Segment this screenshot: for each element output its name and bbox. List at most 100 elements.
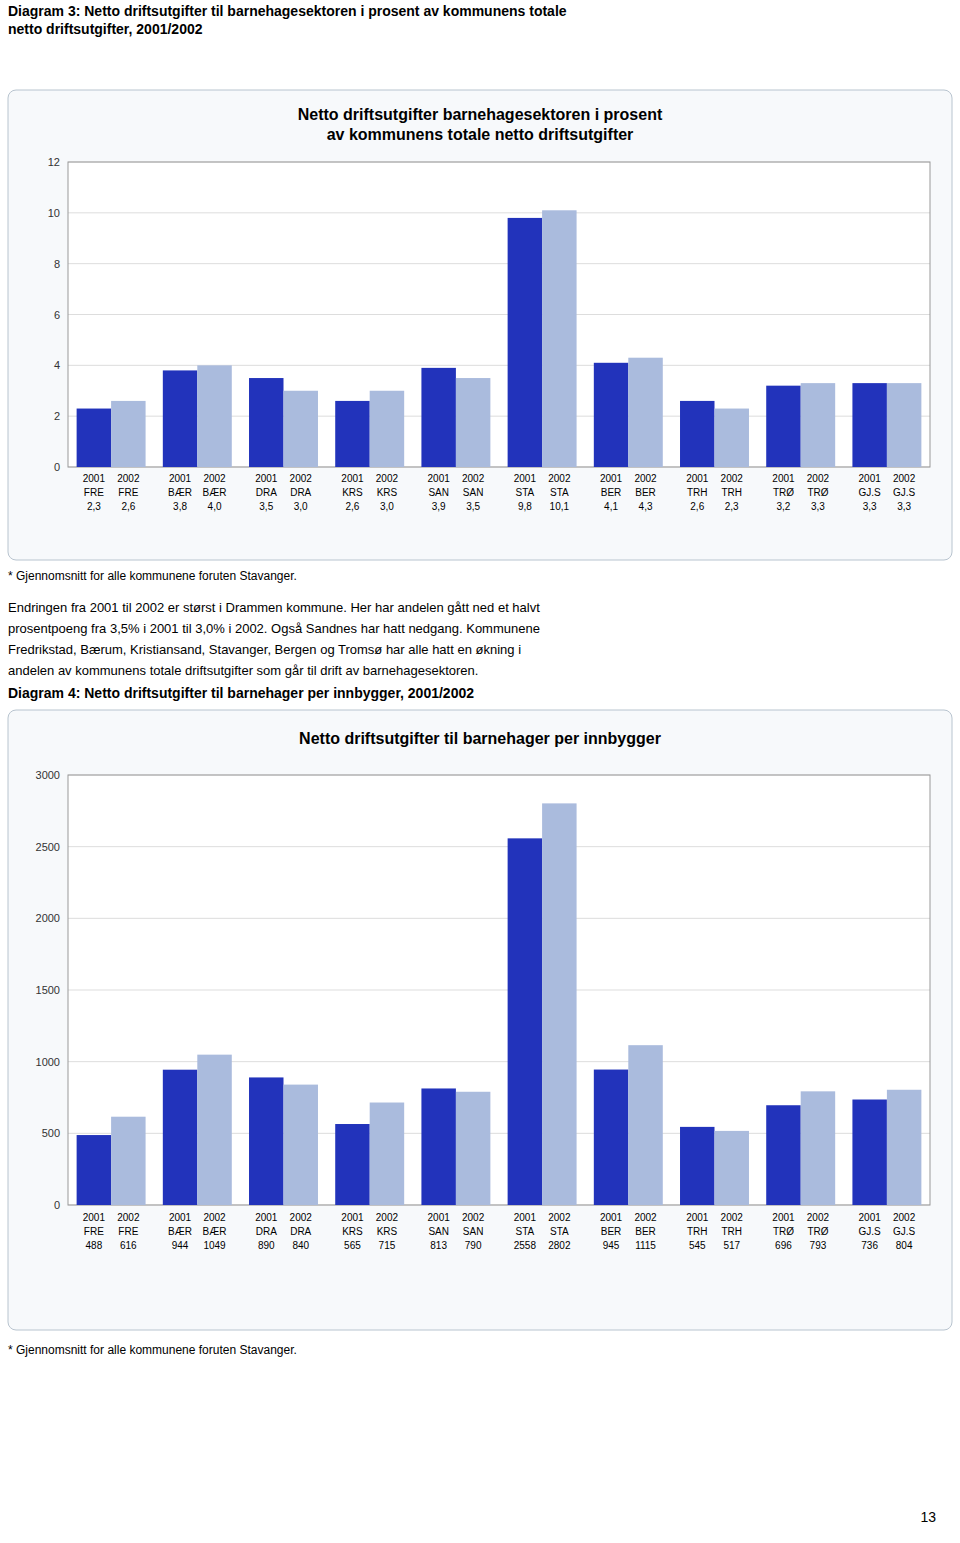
bars [77,210,922,467]
data-label: 517 [723,1240,740,1251]
series-label: 2002 [721,1212,744,1223]
chart-title: Netto driftsutgifter barnehagesektoren i… [298,106,663,143]
category-label: BER [635,1226,656,1237]
bar [111,1117,145,1205]
series-label: 2001 [83,1212,106,1223]
category-label: BÆR [203,1226,227,1237]
category-label: GJ.S [859,487,882,498]
category-label: SAN [463,487,484,498]
data-label: 1049 [203,1240,226,1251]
category-label: KRS [377,487,398,498]
category-label: GJ.S [893,487,916,498]
bar [852,1100,886,1205]
chart-title: Netto driftsutgifter til barnehager per … [299,730,661,747]
bar [887,1090,921,1205]
series-label: 2001 [255,1212,278,1223]
category-label: KRS [342,487,363,498]
category-label: KRS [342,1226,363,1237]
series-label: 2001 [255,473,278,484]
y-tick-label: 2500 [36,841,60,853]
category-label: SAN [428,1226,449,1237]
y-tick-label: 2 [54,410,60,422]
bar [421,368,455,467]
paragraph-line: andelen av kommunens totale driftsutgift… [8,663,478,678]
chart-title-line: av kommunens totale netto driftsutgifter [327,126,634,143]
series-label: 2001 [686,473,709,484]
bar [766,386,800,467]
y-tick-label: 1500 [36,984,60,996]
series-label: 2002 [721,473,744,484]
data-label: 2,3 [725,501,739,512]
bar [680,401,714,467]
data-label: 2,6 [346,501,360,512]
data-label: 3,8 [173,501,187,512]
caption: netto driftsutgifter, 2001/2002 [8,21,203,37]
data-label: 3,3 [863,501,877,512]
series-label: 2002 [634,473,657,484]
bar [680,1127,714,1205]
data-label: 3,5 [259,501,273,512]
category-label: FRE [118,1226,138,1237]
category-label: TRØ [807,1226,828,1237]
category-label: TRH [687,1226,708,1237]
data-label: 545 [689,1240,706,1251]
bar [421,1088,455,1205]
category-label: DRA [256,1226,277,1237]
y-axis: 050010001500200025003000 [36,769,930,1211]
chart-panel [8,710,952,1330]
bar [249,1077,283,1205]
y-tick-label: 2000 [36,912,60,924]
bar [335,1124,369,1205]
table-labels: 2001FRE2,32002FRE2,62001BÆR3,82002BÆR4,0… [83,473,916,512]
page: Diagram 3: Netto driftsutgifter til barn… [0,0,960,1543]
category-label: STA [516,487,535,498]
series-label: 2001 [428,1212,451,1223]
bar [249,378,283,467]
category-label: BER [601,1226,622,1237]
category-label: FRE [118,487,138,498]
category-label: FRE [84,1226,104,1237]
y-tick-label: 12 [48,156,60,168]
bar [852,383,886,467]
series-label: 2002 [203,473,226,484]
data-label: 3,2 [777,501,791,512]
bar [542,210,576,467]
series-label: 2001 [600,1212,623,1223]
category-label: FRE [84,487,104,498]
category-label: BER [601,487,622,498]
chart-panel [8,90,952,560]
y-tick-label: 0 [54,461,60,473]
series-label: 2001 [686,1212,709,1223]
series-label: 2002 [376,1212,399,1223]
category-label: STA [550,1226,569,1237]
category-label: BER [635,487,656,498]
bar [163,370,197,467]
bar [284,1085,318,1205]
series-label: 2001 [169,1212,192,1223]
data-label: 2802 [548,1240,571,1251]
bar [766,1105,800,1205]
category-label: SAN [428,487,449,498]
bar [801,383,835,467]
category-label: GJ.S [893,1226,916,1237]
data-label: 696 [775,1240,792,1251]
category-label: TRØ [807,487,828,498]
bar [508,838,542,1205]
bar [370,1103,404,1205]
category-label: TRH [721,1226,742,1237]
series-label: 2002 [290,473,313,484]
data-label: 944 [172,1240,189,1251]
series-label: 2002 [548,473,571,484]
bar [197,1055,231,1205]
category-label: STA [550,487,569,498]
y-tick-label: 8 [54,258,60,270]
series-label: 2001 [600,473,623,484]
series-label: 2001 [772,473,795,484]
category-label: BÆR [168,1226,192,1237]
bar [715,1131,749,1205]
chart: Diagram 3: Netto driftsutgifter til barn… [8,3,952,583]
series-label: 2002 [893,1212,916,1223]
page-number: 13 [920,1509,936,1525]
plot-area [68,162,930,467]
bar [594,363,628,467]
